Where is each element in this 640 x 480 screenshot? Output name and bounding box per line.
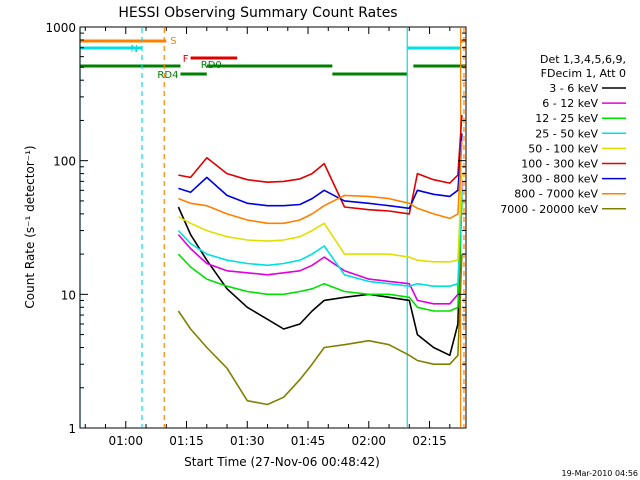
chart-title: HESSI Observing Summary Count Rates [118, 5, 397, 21]
x-tick-label: 01:15 [169, 434, 204, 448]
flag-label-n: N [130, 44, 137, 55]
y-tick-label: 100 [53, 155, 76, 169]
x-tick-label: 02:15 [412, 434, 447, 448]
legend-label: 7000 - 20000 keV [500, 203, 598, 216]
y-tick-label: 1 [68, 422, 76, 436]
vertical-markers [79, 28, 465, 427]
x-tick-label: 01:45 [291, 434, 326, 448]
series-line-5 [178, 114, 463, 215]
y-axis-label: Count Rate (s⁻¹ detector⁻¹) [23, 145, 37, 308]
legend-label: 100 - 300 keV [521, 158, 598, 171]
legend-label: 25 - 50 keV [535, 127, 598, 140]
legend-label: 6 - 12 keV [542, 97, 598, 110]
axes: 01:00 01:15 01:30 01:45 02:00 02:15 1 10 100 1000 [45, 21, 466, 448]
legend-label: 50 - 100 keV [528, 142, 598, 155]
y-tick-label: 10 [61, 288, 76, 302]
flag-label-f: F [183, 54, 189, 65]
legend-label: 12 - 25 keV [535, 112, 598, 125]
legend-header-line-2: FDecim 1, Att 0 [541, 67, 626, 80]
y-tick-label: 1000 [45, 21, 76, 35]
series-line-4 [178, 173, 463, 263]
series-line-0 [177, 190, 463, 357]
legend-header-line-1: Det 1,3,4,5,6,9, [540, 53, 626, 66]
series-line-1 [177, 181, 463, 305]
legend-label: 300 - 800 keV [521, 173, 598, 186]
series-line-3 [177, 190, 463, 288]
series-line-6 [178, 133, 463, 210]
series-line-2 [177, 200, 463, 312]
legend: Det 1,3,4,5,6,9, FDecim 1, Att 0 3 - 6 k… [500, 53, 626, 216]
legend-label: 800 - 7000 keV [514, 188, 598, 201]
series-line-7 [178, 141, 463, 225]
flag-label-s: S [170, 36, 176, 47]
x-axis-label: Start Time (27-Nov-06 00:48:42) [184, 455, 380, 469]
flag-label-rd0: RD0 [201, 60, 222, 71]
plot-frame [79, 26, 467, 429]
flag-bars: S N F RD0 RD4 [80, 36, 466, 81]
x-tick-label: 01:00 [108, 434, 143, 448]
x-tick-label: 01:30 [230, 434, 265, 448]
flag-label-rd4: RD4 [157, 70, 178, 81]
series-lines [177, 114, 463, 406]
legend-label: 3 - 6 keV [549, 82, 598, 95]
generation-timestamp: 19-Mar-2010 04:56 [562, 469, 639, 478]
series-line-8 [177, 254, 463, 406]
x-tick-label: 02:00 [351, 434, 386, 448]
